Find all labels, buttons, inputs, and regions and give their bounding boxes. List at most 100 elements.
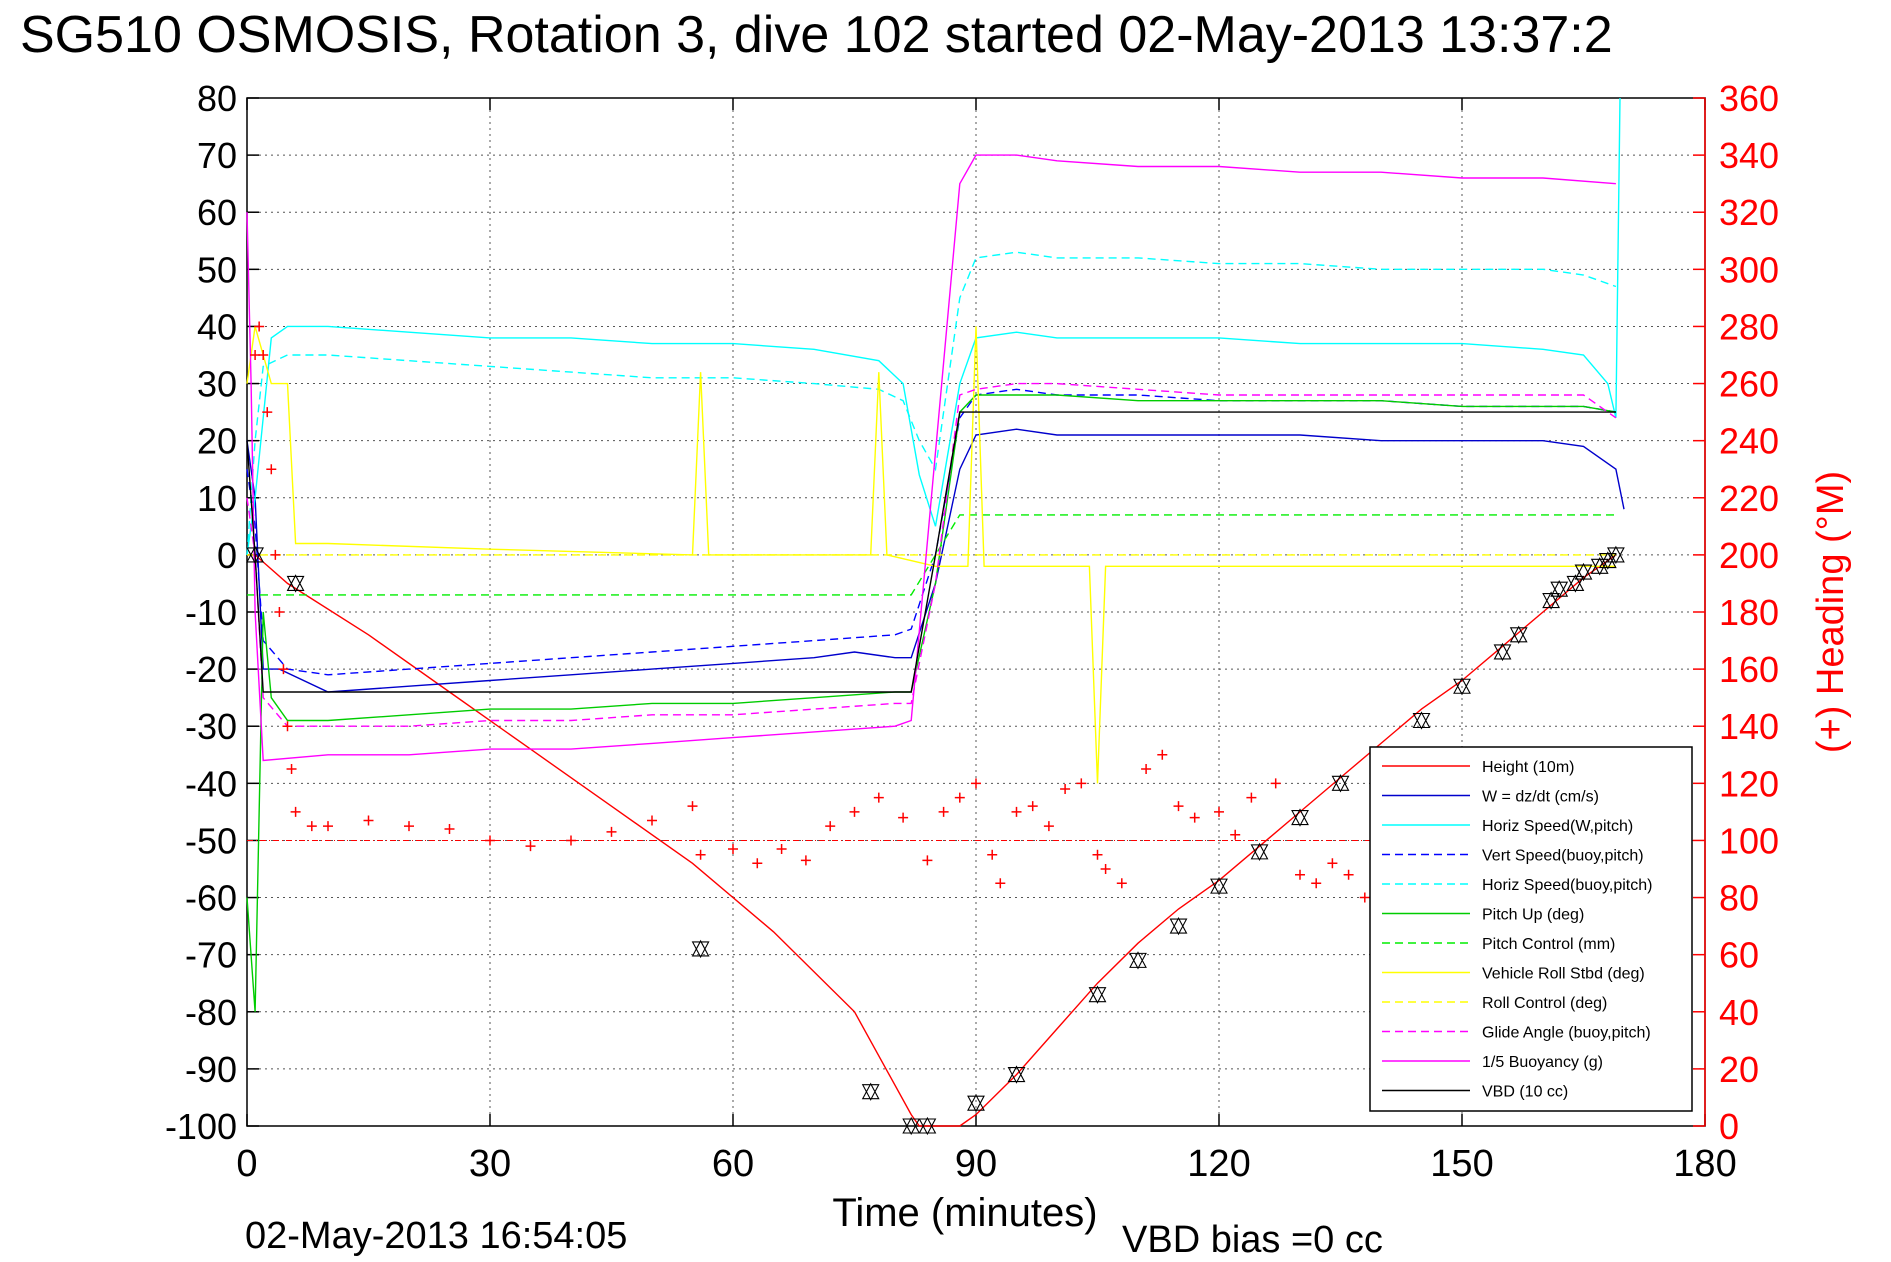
y2-tick-label: 220 [1719, 478, 1779, 519]
heading-point [1092, 849, 1103, 860]
heading-point [1116, 878, 1127, 889]
heading-point [825, 821, 836, 832]
depth-marker [1453, 677, 1471, 696]
heading-point [849, 806, 860, 817]
heading-point [254, 321, 265, 332]
y-tick-label: -40 [185, 763, 237, 804]
y-tick-label: -20 [185, 649, 237, 690]
heading-point [1359, 892, 1370, 903]
y-tick-label: 50 [197, 249, 237, 290]
heading-point [262, 407, 273, 418]
heading-point [647, 815, 657, 826]
heading-point [971, 778, 981, 789]
left-axis-ticks: 80 70 60 50 40 30 20 10 0 -10 -20 -30 -40 -50 -60 -70 -8… [165, 78, 259, 1147]
y-tick-label: -70 [185, 935, 237, 976]
legend-label: VBD (10 cc) [1482, 1084, 1568, 1101]
depth-marker [1598, 551, 1617, 570]
chart-title: SG510 OSMOSIS, Rotation 3, dive 102 star… [20, 6, 1613, 64]
heading-point [752, 858, 763, 869]
heading-point [485, 835, 495, 846]
depth-marker [1550, 579, 1569, 599]
footer-timestamp: 02-May-2013 16:54:05 [245, 1215, 627, 1257]
legend-label: Horiz Speed(buoy,pitch) [1482, 877, 1652, 894]
x-tick-label: 30 [469, 1143, 511, 1185]
series-line-9 [246, 382, 1617, 727]
series-layer [246, 97, 1625, 1127]
depth-marker [1412, 711, 1431, 730]
heading-point [1141, 764, 1152, 775]
heading-point [995, 878, 1006, 889]
x-tick-label: 120 [1187, 1143, 1250, 1185]
heading-point [1011, 806, 1022, 817]
legend-label: Pitch Up (deg) [1482, 907, 1584, 924]
depth-marker [246, 545, 265, 565]
y2-tick-label: 280 [1719, 306, 1779, 347]
heading-point [323, 821, 333, 832]
y2-tick-label: 260 [1719, 364, 1779, 405]
y2-tick-label: 360 [1719, 78, 1779, 119]
legend-box [1369, 746, 1693, 1112]
y2-tick-label: 160 [1719, 649, 1779, 690]
depth-marker [1250, 842, 1269, 862]
y2-tick-label: 200 [1719, 535, 1779, 576]
heading-point [1246, 792, 1257, 803]
depth-marker [1542, 591, 1561, 610]
legend-label: Vert Speed(buoy,pitch) [1482, 848, 1644, 865]
x-axis-ticks: 0 30 60 90 120 150 180 [236, 98, 1737, 1185]
y2-tick-label: 20 [1719, 1049, 1759, 1090]
depth-marker [1210, 876, 1228, 896]
depth-marker [1129, 951, 1147, 970]
y2-tick-label: 320 [1719, 192, 1779, 233]
series-line-4 [246, 251, 1617, 555]
y2-tick-label: 300 [1719, 249, 1779, 290]
y-tick-label: 0 [217, 535, 237, 576]
legend-label: Vehicle Roll Stbd (deg) [1482, 966, 1645, 983]
legend-label: W = dz/dt (cm/s) [1482, 789, 1599, 806]
y-tick-label: -60 [185, 878, 237, 919]
y-tick-label: -100 [165, 1106, 237, 1147]
depth-marker [1574, 562, 1593, 582]
legend-label: Glide Angle (buoy,pitch) [1482, 1025, 1651, 1042]
heading-point [1311, 878, 1322, 889]
heading-point [270, 549, 281, 560]
depth-marker [902, 1116, 921, 1136]
y-tick-label: -50 [185, 820, 237, 861]
y2-tick-label: 340 [1719, 135, 1779, 176]
heading-point [776, 844, 787, 855]
heading-point [1343, 869, 1354, 880]
depth-marker [1291, 808, 1309, 827]
y2-tick-label: 0 [1719, 1106, 1739, 1147]
heading-point [938, 806, 949, 817]
y-tick-label: 20 [197, 421, 237, 462]
series-line-2 [246, 97, 1621, 555]
heading-point [1027, 801, 1038, 812]
x-tick-label: 150 [1430, 1143, 1493, 1185]
heading-point [1100, 864, 1111, 874]
y2-tick-label: 140 [1719, 706, 1779, 747]
y-tick-label: 60 [197, 192, 237, 233]
depth-marker [1509, 625, 1528, 645]
depth-marker [286, 574, 305, 593]
legend-label: Pitch Control (mm) [1482, 936, 1615, 953]
heading-point [286, 764, 297, 775]
legend-label: 1/5 Buoyancy (g) [1482, 1054, 1603, 1071]
depth-marker [1606, 545, 1625, 565]
heading-point [1327, 858, 1338, 869]
depth-marker [1169, 916, 1188, 936]
heading-point [282, 721, 293, 732]
heading-point [1270, 778, 1281, 789]
series-line-10 [246, 154, 1616, 762]
legend-label: Horiz Speed(W,pitch) [1482, 818, 1633, 835]
heading-point [1157, 749, 1168, 760]
y-tick-label: 80 [197, 78, 237, 119]
y2-tick-label: 180 [1719, 592, 1779, 633]
series-line-6 [247, 514, 1616, 596]
right-axis-label: (+) Heading (°M) [1810, 471, 1852, 753]
heading-point [687, 801, 698, 812]
x-tick-label: 180 [1673, 1143, 1736, 1185]
x-tick-label: 60 [712, 1143, 754, 1185]
depth-marker [1088, 985, 1107, 1004]
y2-tick-label: 40 [1719, 992, 1759, 1033]
marker-layer [246, 545, 1625, 1136]
heading-point [987, 849, 998, 860]
